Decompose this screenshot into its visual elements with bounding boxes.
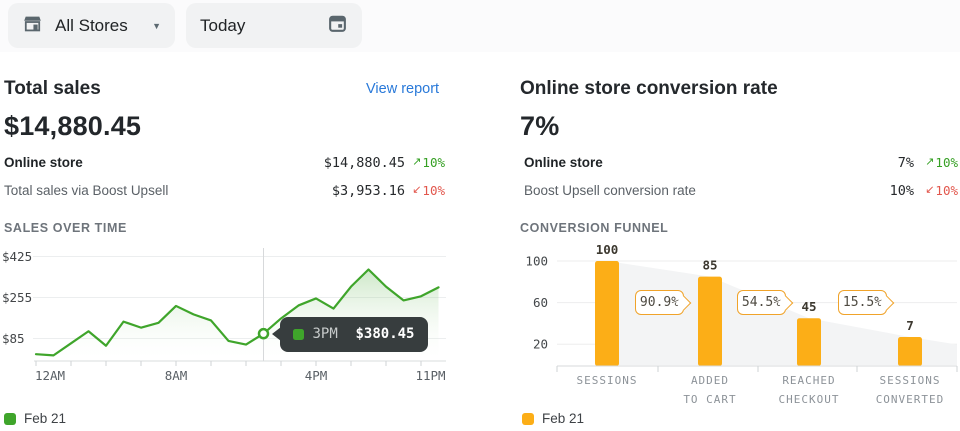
metric-row-online-store-rate: Online store 7% ↗ 10% [520, 152, 960, 176]
date-selector-label: Today [200, 15, 246, 35]
svg-text:7: 7 [906, 318, 914, 333]
conversion-rate-title: Online store conversion rate [520, 78, 778, 99]
svg-text:$425: $425 [2, 249, 32, 264]
store-selector-button[interactable]: All Stores ▼ [8, 3, 175, 48]
legend-swatch-orange [522, 412, 534, 425]
svg-text:45: 45 [801, 299, 816, 314]
metric-label: Online store [524, 155, 603, 170]
trend-badge: ↗ 10% [925, 155, 958, 170]
metric-row-online-store: Online store $14,880.45 ↗ 10% [0, 152, 447, 176]
conversion-rate-tag: 90.9% [635, 290, 684, 315]
svg-text:$85: $85 [2, 331, 25, 346]
conversion-rate-tag: 54.5% [737, 290, 786, 315]
trend-value: 10% [935, 183, 958, 198]
storefront-icon [22, 13, 43, 39]
trend-value: 10% [422, 155, 445, 170]
svg-text:12AM: 12AM [35, 368, 65, 383]
view-report-link[interactable]: View report [366, 81, 440, 97]
trend-badge: ↙ 10% [412, 183, 445, 198]
store-selector-label: All Stores [55, 15, 128, 35]
metric-label: Total sales via Boost Upsell [4, 183, 169, 198]
svg-text:SESSIONS: SESSIONS [880, 374, 941, 387]
trend-badge: ↗ 10% [412, 155, 445, 170]
date-selector-button[interactable]: Today [186, 3, 362, 48]
metric-value: $3,953.16 [331, 183, 405, 199]
metric-value: 7% [897, 155, 914, 171]
trend-value: 10% [935, 155, 958, 170]
chart-tooltip: 3PM $380.45 [271, 316, 428, 352]
calendar-icon [327, 13, 348, 39]
svg-text:4PM: 4PM [305, 368, 328, 383]
conversion-funnel-chart: 20 60 100 100 85 45 7 SESSIONS ADDED TO CART REACH… [520, 242, 960, 406]
svg-text:REACHED: REACHED [782, 374, 835, 387]
tooltip-time: 3PM [312, 326, 338, 343]
funnel-chart-canvas: 20 60 100 100 85 45 7 SESSIONS ADDED TO CART REACH… [525, 242, 958, 406]
funnel-legend: Feb 21 [522, 411, 584, 426]
svg-text:CHECKOUT: CHECKOUT [779, 393, 840, 403]
sales-over-time-label: SALES OVER TIME [4, 221, 127, 235]
total-sales-title: Total sales [4, 78, 101, 99]
metric-label: Boost Upsell conversion rate [524, 183, 696, 198]
sales-legend: Feb 21 [4, 411, 66, 426]
svg-text:$255: $255 [2, 290, 32, 305]
chevron-down-icon: ▼ [152, 20, 161, 31]
trend-up-icon: ↗ [412, 156, 422, 168]
metric-value: 10% [889, 183, 914, 199]
metric-value: $14,880.45 [323, 155, 405, 171]
topbar: All Stores ▼ Today [0, 0, 960, 52]
trend-value: 10% [422, 183, 445, 198]
conversion-funnel-label: CONVERSION FUNNEL [520, 221, 669, 235]
legend-swatch-green [4, 412, 16, 425]
svg-text:SESSIONS: SESSIONS [577, 374, 638, 387]
tooltip-series-swatch [292, 328, 304, 340]
legend-label: Feb 21 [24, 411, 67, 426]
trend-up-icon: ↗ [925, 156, 935, 168]
trend-badge: ↙ 10% [925, 183, 958, 198]
conversion-rate-tag: 15.5% [838, 290, 887, 315]
svg-text:60: 60 [533, 295, 548, 310]
metric-row-boost-upsell-sales: Total sales via Boost Upsell $3,953.16 ↙… [0, 180, 447, 204]
svg-text:11PM: 11PM [415, 368, 445, 383]
svg-text:TO CART: TO CART [683, 393, 736, 403]
total-sales-amount: $14,880.45 [4, 111, 142, 141]
legend-label: Feb 21 [542, 411, 585, 426]
metric-row-boost-upsell-rate: Boost Upsell conversion rate 10% ↙ 10% [520, 180, 960, 204]
svg-text:20: 20 [533, 337, 548, 352]
svg-text:ADDED: ADDED [691, 374, 729, 387]
tooltip-value: $380.45 [355, 326, 415, 343]
svg-text:CONVERTED: CONVERTED [876, 393, 945, 403]
svg-text:100: 100 [525, 254, 548, 269]
svg-text:100: 100 [596, 243, 619, 257]
trend-down-icon: ↙ [925, 184, 935, 196]
conversion-rate-amount: 7% [520, 111, 560, 141]
svg-text:8AM: 8AM [165, 368, 188, 383]
metric-label: Online store [4, 155, 83, 170]
svg-text:85: 85 [702, 258, 717, 273]
trend-down-icon: ↙ [412, 184, 422, 196]
